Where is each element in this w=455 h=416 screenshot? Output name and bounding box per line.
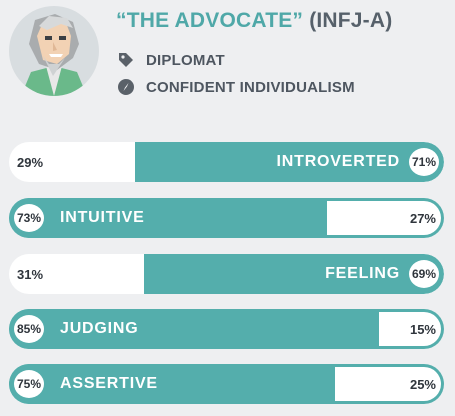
trait-bar-fill: [9, 364, 335, 404]
strategy-label: CONFIDENT INDIVIDUALISM: [146, 78, 355, 96]
trait-percent-left: 75%: [14, 370, 44, 398]
trait-percent-left: 29%: [17, 154, 44, 170]
trait-bar-judging: 85% JUDGING 15%: [9, 309, 444, 349]
personality-type-code: (INFJ-A): [309, 9, 393, 32]
trait-percent-left: 31%: [17, 266, 44, 282]
trait-percent-right: 25%: [409, 376, 436, 392]
role-row: DIPLOMAT: [116, 50, 225, 70]
strategy-row: CONFIDENT INDIVIDUALISM: [116, 77, 355, 97]
trait-percent-right: 69%: [409, 260, 439, 288]
trait-percent-right: 15%: [409, 321, 436, 337]
trait-bar-fill: [9, 309, 379, 349]
advocate-avatar: [9, 6, 99, 96]
trait-bar-fill: [9, 198, 327, 238]
personality-nickname: “THE ADVOCATE”: [116, 9, 304, 32]
trait-bar-introverted: 29% 71% INTROVERTED: [9, 142, 444, 182]
trait-percent-right: 71%: [409, 148, 439, 176]
trait-bar-fill: [144, 254, 444, 294]
trait-percent-left: 73%: [14, 204, 44, 232]
trait-bar-feeling: 31% 69% FEELING: [9, 254, 444, 294]
trait-bar-assertive: 75% ASSERTIVE 25%: [9, 364, 444, 404]
trait-label: ASSERTIVE: [60, 375, 158, 392]
trait-label: JUDGING: [60, 320, 139, 337]
compass-icon: [116, 77, 136, 97]
role-label: DIPLOMAT: [146, 51, 225, 69]
trait-bar-intuitive: 73% INTUITIVE 27%: [9, 198, 444, 238]
trait-label: FEELING: [325, 265, 400, 282]
tag-icon: [116, 50, 136, 70]
trait-percent-right: 27%: [409, 210, 436, 226]
trait-percent-left: 85%: [14, 315, 44, 343]
trait-bar-fill: [135, 142, 444, 182]
page-title: “THE ADVOCATE” (INFJ-A): [116, 9, 392, 33]
trait-label: INTROVERTED: [276, 153, 400, 170]
trait-label: INTUITIVE: [60, 209, 145, 226]
